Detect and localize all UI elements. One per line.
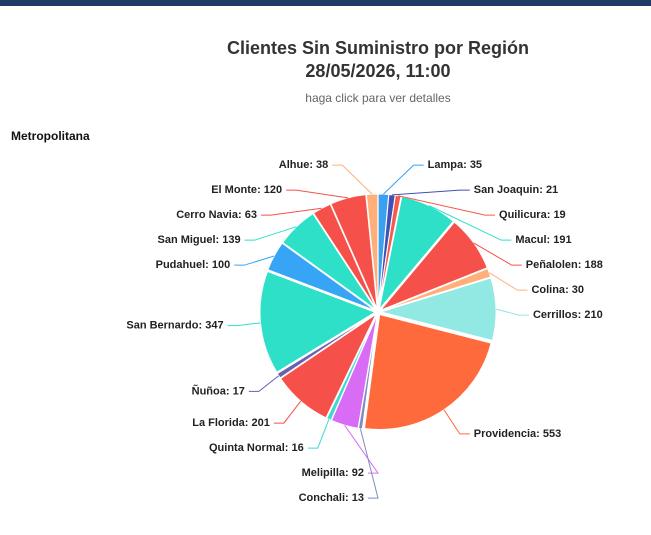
connector-line xyxy=(332,164,373,195)
data-label: Conchali: 13 xyxy=(299,492,364,504)
pie-slice xyxy=(279,312,378,419)
label-value: 210 xyxy=(584,309,602,321)
data-label: La Florida: 201 xyxy=(192,417,270,429)
pie-slice xyxy=(259,270,377,373)
data-label: Melipilla: 92 xyxy=(302,467,364,479)
label-value: 13 xyxy=(352,492,364,504)
data-label: San Miguel: 139 xyxy=(157,234,240,246)
pie-slice xyxy=(363,313,492,430)
label-name: Colina xyxy=(531,284,565,296)
pie-slice xyxy=(380,221,488,311)
connector-line xyxy=(260,207,322,216)
data-label: Pudahuel: 100 xyxy=(156,259,231,271)
data-label: Alhue: 38 xyxy=(279,159,329,171)
label-name: Cerrillos xyxy=(533,309,578,321)
connector-line xyxy=(392,189,470,196)
label-name: Conchali xyxy=(299,492,345,504)
label-value: 100 xyxy=(212,259,230,271)
connector-line xyxy=(495,308,529,316)
label-name: La Florida xyxy=(192,417,245,429)
connector-line xyxy=(359,428,379,499)
connector-line xyxy=(489,272,528,291)
data-label: Quinta Normal: 16 xyxy=(209,442,304,454)
label-name: San Miguel xyxy=(157,234,215,246)
label-value: 38 xyxy=(316,159,328,171)
connector-line xyxy=(398,195,496,216)
connector-line xyxy=(244,226,297,241)
label-value: 188 xyxy=(584,259,602,271)
label-value: 63 xyxy=(245,209,257,221)
connector-line xyxy=(428,205,512,241)
label-value: 553 xyxy=(543,428,561,440)
chart-date: 28/05/2026, 11:00 xyxy=(305,61,450,81)
label-value: 347 xyxy=(205,319,223,331)
label-value: 30 xyxy=(572,284,584,296)
label-value: 120 xyxy=(264,184,282,196)
label-name: Ñuñoa xyxy=(192,384,227,397)
data-label: Cerrillos: 210 xyxy=(533,309,603,321)
pie-slice xyxy=(282,212,377,311)
label-name: Quinta Normal xyxy=(209,442,285,454)
label-value: 139 xyxy=(222,234,240,246)
label-name: El Monte xyxy=(211,184,257,196)
label-name: Peñalolen xyxy=(526,259,578,271)
connector-line xyxy=(234,255,275,266)
data-label: El Monte: 120 xyxy=(211,184,282,196)
label-value: 21 xyxy=(546,184,558,196)
data-label: Providencia: 553 xyxy=(474,428,561,440)
label-name: Lampa xyxy=(428,159,464,171)
pie-slice xyxy=(326,314,378,421)
connector-line xyxy=(443,409,470,435)
chart-subtitle[interactable]: haga click para ver detalles xyxy=(305,91,450,105)
connector-line xyxy=(286,189,349,199)
label-value: 17 xyxy=(233,385,245,397)
data-label: Peñalolen: 188 xyxy=(526,259,603,271)
chart-title: Clientes Sin Suministro por Región xyxy=(227,38,529,58)
data-label: Lampa: 35 xyxy=(428,159,482,171)
label-name: Alhue xyxy=(279,159,310,171)
connector-line xyxy=(273,400,302,424)
data-label: Colina: 30 xyxy=(531,284,584,296)
region-label: Metropolitana xyxy=(11,129,90,143)
label-name: Quilicura xyxy=(499,209,548,221)
data-label: Quilicura: 19 xyxy=(499,209,566,221)
data-label: San Bernardo: 347 xyxy=(126,319,223,331)
data-label: San Joaquin: 21 xyxy=(474,184,558,196)
label-value: 191 xyxy=(553,234,571,246)
top-bar xyxy=(0,0,651,6)
label-value: 201 xyxy=(252,417,270,429)
label-name: Macul xyxy=(515,234,546,246)
pie-slice xyxy=(276,313,376,379)
label-name: Pudahuel xyxy=(156,259,206,271)
data-label: Macul: 191 xyxy=(515,234,571,246)
connector-line xyxy=(307,419,330,449)
label-name: San Bernardo xyxy=(126,319,198,331)
data-label: Ñuñoa: 17 xyxy=(192,384,245,397)
pie-slice xyxy=(330,194,378,310)
label-value: 92 xyxy=(352,467,364,479)
label-value: 19 xyxy=(553,209,565,221)
label-name: Providencia xyxy=(474,428,537,440)
connector-line xyxy=(227,322,261,327)
pie-slice xyxy=(379,277,497,342)
connector-line xyxy=(248,375,279,392)
label-value: 35 xyxy=(470,159,482,171)
pie-slice xyxy=(312,203,378,310)
data-label: Cerro Navia: 63 xyxy=(176,209,257,221)
connector-line xyxy=(383,164,424,195)
label-name: Melipilla xyxy=(302,467,346,479)
label-value: 16 xyxy=(292,442,304,454)
label-name: Cerro Navia xyxy=(176,209,239,221)
pie-slice xyxy=(267,242,376,312)
label-name: San Joaquin xyxy=(474,184,540,196)
connector-line xyxy=(473,242,522,266)
